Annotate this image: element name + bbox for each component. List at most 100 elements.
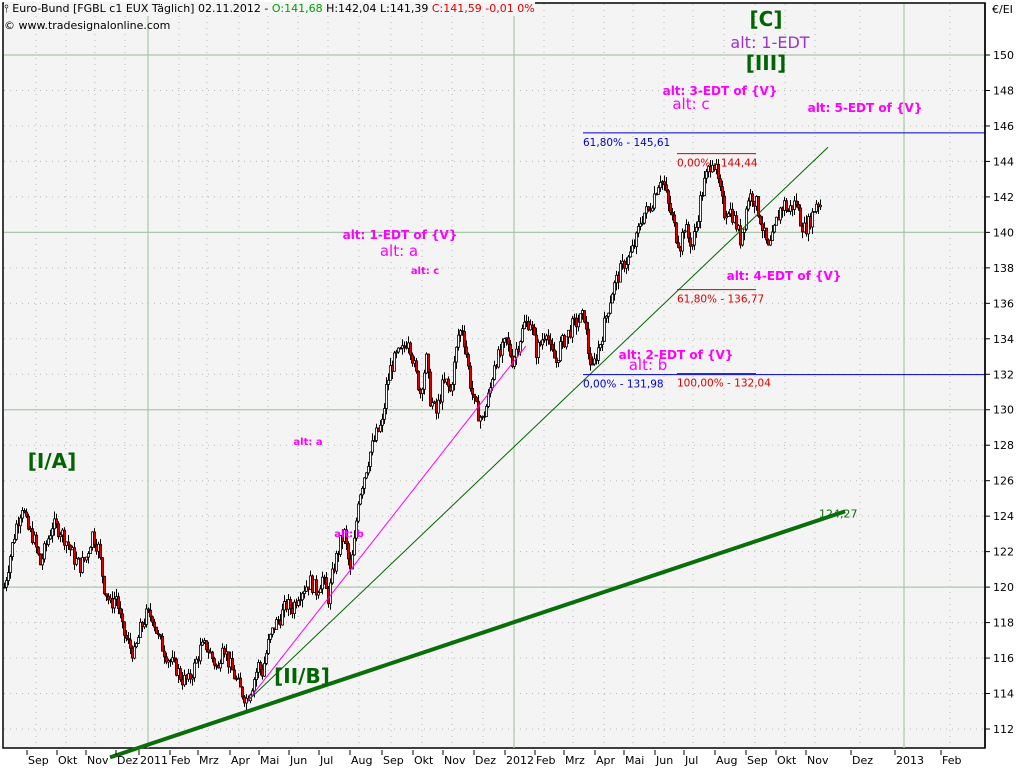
candle-body bbox=[579, 313, 582, 323]
price-axis[interactable]: 112 114 116 118 120 122 124 126 128 130 132 134 136 1… bbox=[984, 3, 1014, 748]
candle-body bbox=[477, 400, 480, 422]
candle-body bbox=[519, 341, 522, 353]
y-tick-label: 140 bbox=[993, 226, 1014, 239]
candle-body bbox=[75, 558, 78, 565]
candle-body bbox=[665, 184, 668, 192]
candle-body bbox=[427, 353, 430, 373]
candle-body bbox=[379, 424, 382, 432]
candle-body bbox=[631, 245, 634, 253]
candle-body bbox=[239, 677, 242, 688]
y-tick-label: 134 bbox=[993, 333, 1014, 346]
candle-body bbox=[47, 538, 50, 546]
candle-body bbox=[761, 223, 764, 231]
candle-body bbox=[409, 342, 412, 356]
y-tick-label: 128 bbox=[993, 439, 1014, 452]
candle-body bbox=[27, 515, 30, 530]
candle-body bbox=[171, 657, 174, 663]
candle-body bbox=[669, 202, 672, 213]
candle-body bbox=[67, 541, 70, 546]
candle-body bbox=[375, 427, 378, 441]
candle-body bbox=[159, 634, 162, 637]
candle-body bbox=[315, 579, 318, 596]
candle-body bbox=[101, 557, 104, 577]
candle-body bbox=[263, 663, 266, 677]
candle-body bbox=[587, 328, 590, 355]
candle-body bbox=[301, 593, 304, 601]
y-tick-label: 122 bbox=[993, 546, 1014, 559]
wave-label: alt: 1-EDT of {V} bbox=[343, 228, 458, 242]
candle-body bbox=[359, 494, 362, 505]
x-tick-label: Okt bbox=[58, 754, 78, 767]
time-axis[interactable]: Sep Okt Nov Dez 2011 Feb Mrz Apr Mai Jun Jul Aug Sep… bbox=[26, 750, 961, 767]
candle-body bbox=[389, 365, 392, 381]
candle-body bbox=[747, 200, 750, 210]
candle-body bbox=[541, 339, 544, 346]
candle-body bbox=[745, 208, 748, 230]
candle-body bbox=[473, 393, 476, 398]
candle-body bbox=[421, 388, 424, 395]
trendline-value-label: 124,27 bbox=[819, 507, 858, 520]
candle-body bbox=[599, 344, 602, 349]
candle-body bbox=[743, 228, 746, 233]
wave-label: [II/B] bbox=[274, 664, 330, 688]
candle-body bbox=[613, 282, 616, 295]
y-tick-label: 142 bbox=[993, 191, 1014, 204]
candle-body bbox=[475, 397, 478, 402]
x-tick-label: Sep bbox=[747, 754, 768, 767]
candle-body bbox=[289, 599, 292, 609]
wave-label: alt: c bbox=[672, 95, 709, 113]
candle-body bbox=[691, 244, 694, 247]
candle-body bbox=[357, 503, 360, 522]
candle-body bbox=[515, 348, 518, 358]
wave-label: alt: a bbox=[293, 437, 322, 448]
candle-body bbox=[667, 190, 670, 204]
y-tick-label: 118 bbox=[993, 617, 1014, 630]
candle-body bbox=[153, 621, 156, 628]
candle-body bbox=[811, 211, 814, 228]
x-tick-label: Jun bbox=[655, 754, 673, 767]
candle-body bbox=[175, 658, 178, 676]
wave-label: [I/A] bbox=[28, 449, 77, 473]
wave-label: alt: 5-EDT of {V} bbox=[808, 101, 923, 115]
candle-body bbox=[117, 596, 120, 609]
candle-body bbox=[335, 552, 338, 572]
x-tick-label: Dez bbox=[852, 754, 873, 767]
wave-label: alt: 2-EDT of {V} bbox=[619, 348, 734, 362]
y-tick-label: 116 bbox=[993, 652, 1014, 665]
candle-body bbox=[629, 251, 632, 258]
candle-body bbox=[723, 195, 726, 219]
candle-body bbox=[721, 186, 724, 197]
candle-body bbox=[451, 384, 454, 392]
candle-body bbox=[769, 240, 772, 246]
candle-body bbox=[325, 577, 328, 590]
y-tick-label: 150 bbox=[993, 49, 1014, 62]
symbol-title: Euro-Bund [FGBL c1 EUX Täglich] 02.11.20… bbox=[12, 2, 272, 15]
candle-body bbox=[269, 633, 272, 640]
fib-level-label: 0,00% - 131,98 bbox=[583, 379, 664, 391]
candle-body bbox=[189, 673, 192, 680]
candle-body bbox=[479, 416, 482, 422]
candle-body bbox=[119, 608, 122, 615]
candle-body bbox=[537, 342, 540, 358]
candle-body bbox=[683, 230, 686, 233]
candle-body bbox=[55, 518, 58, 525]
candle-body bbox=[201, 641, 204, 646]
x-tick-label: Apr bbox=[231, 754, 251, 767]
candlestick-series bbox=[3, 159, 822, 711]
candle-body bbox=[641, 222, 644, 225]
candle-body bbox=[687, 224, 690, 239]
candle-body bbox=[59, 534, 62, 538]
candle-body bbox=[605, 315, 608, 319]
open-value: O:141,68 bbox=[271, 2, 323, 15]
candle-body bbox=[123, 621, 126, 636]
candle-body bbox=[757, 196, 760, 217]
candle-body bbox=[85, 556, 88, 561]
candle-body bbox=[371, 440, 374, 453]
candle-body bbox=[625, 264, 628, 269]
candle-body bbox=[637, 225, 640, 234]
candle-body bbox=[431, 402, 434, 407]
candle-body bbox=[577, 321, 580, 328]
candle-body bbox=[609, 302, 612, 314]
x-tick-label: Feb bbox=[171, 754, 190, 767]
